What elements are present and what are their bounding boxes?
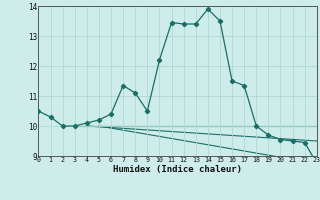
X-axis label: Humidex (Indice chaleur): Humidex (Indice chaleur): [113, 165, 242, 174]
